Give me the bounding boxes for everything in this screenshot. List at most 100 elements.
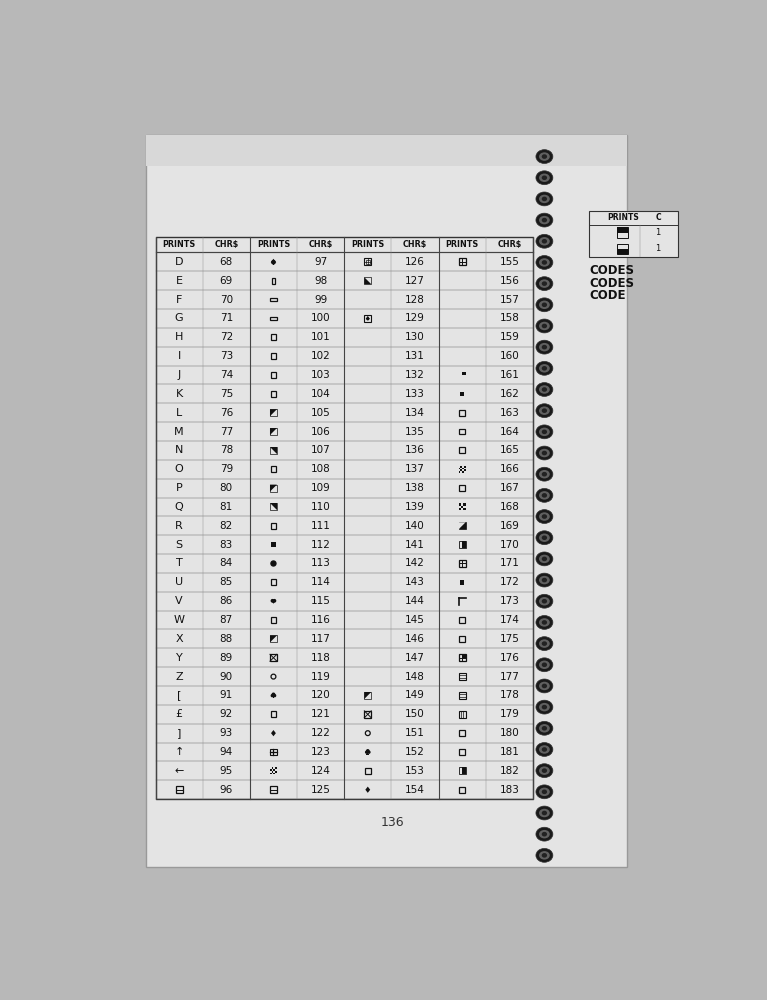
- Bar: [459, 560, 466, 567]
- Text: ]: ]: [177, 728, 181, 738]
- Text: CODES: CODES: [589, 264, 634, 277]
- Text: 180: 180: [499, 728, 519, 738]
- Text: 139: 139: [405, 502, 425, 512]
- Text: ↑: ↑: [174, 747, 184, 757]
- Text: 68: 68: [219, 257, 233, 267]
- Text: 110: 110: [311, 502, 331, 512]
- Bar: [271, 466, 276, 472]
- Circle shape: [272, 261, 275, 264]
- Text: X: X: [176, 634, 183, 644]
- Ellipse shape: [542, 154, 547, 159]
- Text: 167: 167: [499, 483, 519, 493]
- Bar: [272, 542, 275, 547]
- Text: 108: 108: [311, 464, 331, 474]
- Ellipse shape: [539, 597, 550, 605]
- Bar: [270, 298, 277, 301]
- Ellipse shape: [542, 684, 547, 688]
- Bar: [271, 523, 276, 529]
- Bar: [459, 730, 465, 736]
- Text: N: N: [175, 445, 183, 455]
- Bar: [464, 466, 466, 468]
- Text: 116: 116: [311, 615, 331, 625]
- Ellipse shape: [536, 827, 553, 841]
- Bar: [459, 258, 466, 265]
- Text: ←: ←: [174, 766, 184, 776]
- Ellipse shape: [542, 197, 547, 201]
- Text: 178: 178: [499, 690, 519, 700]
- Bar: [275, 767, 277, 769]
- Text: E: E: [176, 276, 183, 286]
- Circle shape: [368, 751, 370, 753]
- Bar: [459, 711, 466, 718]
- Ellipse shape: [536, 404, 553, 418]
- Bar: [462, 471, 464, 473]
- Ellipse shape: [542, 620, 547, 625]
- Ellipse shape: [539, 406, 550, 415]
- Bar: [459, 654, 466, 661]
- Text: 127: 127: [405, 276, 425, 286]
- Text: 118: 118: [311, 653, 331, 663]
- Ellipse shape: [542, 281, 547, 286]
- Text: 84: 84: [219, 558, 233, 568]
- Ellipse shape: [536, 213, 553, 227]
- Text: PRINTS: PRINTS: [351, 240, 384, 249]
- Ellipse shape: [539, 343, 550, 351]
- Bar: [273, 696, 274, 698]
- Ellipse shape: [539, 322, 550, 330]
- Text: 120: 120: [311, 690, 331, 700]
- Ellipse shape: [536, 573, 553, 587]
- Circle shape: [274, 695, 275, 697]
- Ellipse shape: [539, 258, 550, 267]
- Bar: [459, 522, 466, 529]
- Bar: [617, 227, 628, 233]
- Text: 129: 129: [405, 313, 425, 323]
- Bar: [270, 503, 277, 510]
- Bar: [459, 485, 465, 491]
- Text: 161: 161: [499, 370, 519, 380]
- Ellipse shape: [542, 239, 547, 244]
- Bar: [270, 654, 277, 661]
- Text: 182: 182: [499, 766, 519, 776]
- Text: 128: 128: [405, 295, 425, 305]
- Ellipse shape: [536, 425, 553, 439]
- Ellipse shape: [542, 832, 547, 836]
- Text: 179: 179: [499, 709, 519, 719]
- Text: H: H: [175, 332, 183, 342]
- Circle shape: [271, 561, 276, 566]
- Ellipse shape: [542, 853, 547, 858]
- Bar: [271, 353, 276, 359]
- Ellipse shape: [539, 237, 550, 246]
- Bar: [460, 469, 462, 471]
- Ellipse shape: [536, 446, 553, 460]
- Polygon shape: [270, 485, 277, 492]
- Ellipse shape: [539, 533, 550, 542]
- Text: 117: 117: [311, 634, 331, 644]
- Bar: [462, 541, 466, 548]
- Text: K: K: [176, 389, 183, 399]
- Text: CHR$: CHR$: [308, 240, 333, 249]
- Bar: [364, 258, 371, 265]
- Text: 150: 150: [405, 709, 425, 719]
- Text: 134: 134: [405, 408, 425, 418]
- Text: 107: 107: [311, 445, 331, 455]
- Ellipse shape: [536, 552, 553, 566]
- Ellipse shape: [536, 531, 553, 545]
- Text: 160: 160: [499, 351, 519, 361]
- Ellipse shape: [536, 848, 553, 862]
- Text: 86: 86: [219, 596, 233, 606]
- Text: 135: 135: [405, 427, 425, 437]
- Text: 148: 148: [405, 672, 425, 682]
- Text: 88: 88: [219, 634, 233, 644]
- Bar: [459, 787, 465, 793]
- Text: 154: 154: [405, 785, 425, 795]
- Text: 132: 132: [405, 370, 425, 380]
- Text: 164: 164: [499, 427, 519, 437]
- Text: 114: 114: [311, 577, 331, 587]
- Ellipse shape: [542, 726, 547, 731]
- Bar: [271, 711, 276, 717]
- Bar: [270, 485, 277, 492]
- Ellipse shape: [536, 615, 553, 629]
- Text: 77: 77: [219, 427, 233, 437]
- Ellipse shape: [539, 661, 550, 669]
- Bar: [366, 260, 370, 264]
